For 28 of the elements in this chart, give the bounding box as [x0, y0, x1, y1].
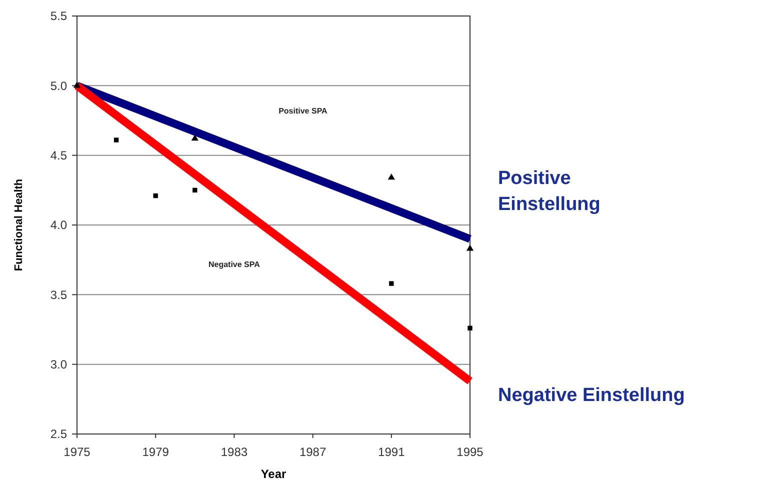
- x-tick-label: 1987: [299, 445, 326, 459]
- x-tick-label: 1983: [220, 445, 248, 459]
- annotation: Negative SPA: [208, 260, 260, 269]
- y-axis-title: Functional Health: [13, 178, 25, 272]
- point: [153, 193, 158, 198]
- y-tick-label: 3.5: [50, 288, 68, 302]
- point: [466, 244, 474, 251]
- series-label: Negative Einstellung: [498, 385, 685, 406]
- point: [73, 82, 81, 88]
- annotation: Positive SPA: [278, 106, 328, 116]
- y-tick-label: 4.5: [50, 148, 68, 163]
- x-axis-title: Year: [260, 467, 287, 481]
- x-tick-label: 1995: [456, 445, 484, 459]
- y-tick-label: 2.5: [50, 427, 68, 442]
- x-tick-label: 1979: [142, 445, 170, 459]
- point: [191, 134, 198, 141]
- y-tick-label: 3.0: [50, 358, 68, 372]
- point: [192, 188, 198, 193]
- y-tick-label: 5.0: [50, 78, 68, 93]
- point: [114, 138, 119, 142]
- y-tick-label: 4.0: [50, 218, 68, 232]
- series-label: Positive Einstellung: [498, 168, 600, 215]
- y-tick-label: 5.5: [50, 9, 68, 24]
- point: [468, 326, 472, 330]
- point: [389, 281, 394, 286]
- x-tick-label: 1991: [378, 445, 406, 459]
- x-tick-label: 1975: [64, 445, 91, 459]
- point: [388, 174, 395, 180]
